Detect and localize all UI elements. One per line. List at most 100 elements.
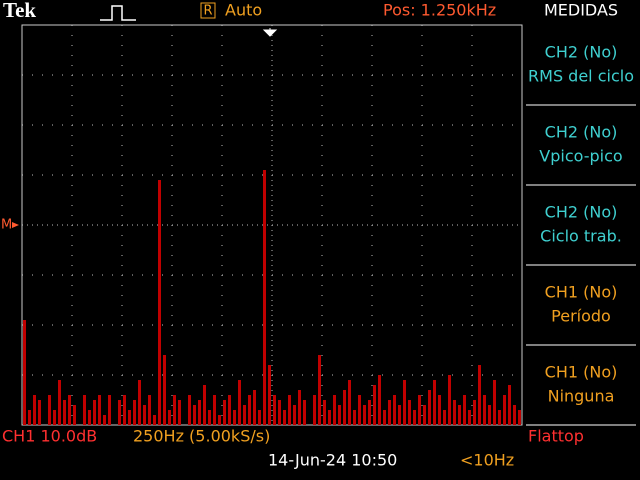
trace-bar bbox=[513, 405, 516, 425]
trigger-freq: <10Hz bbox=[460, 451, 514, 470]
measurement-label: RMS del ciclo bbox=[528, 67, 634, 86]
measurement-source: CH1 (No) bbox=[545, 283, 618, 302]
graticule bbox=[21, 24, 523, 426]
trace-bar bbox=[478, 365, 481, 425]
datetime: 14-Jun-24 10:50 bbox=[268, 451, 397, 470]
trace-bar bbox=[33, 395, 36, 425]
trace-bar bbox=[483, 395, 486, 425]
trace-bar bbox=[418, 395, 421, 425]
trace-bar bbox=[453, 400, 456, 425]
trace-bar bbox=[518, 410, 521, 425]
trace-bar bbox=[153, 415, 156, 425]
trace-bar bbox=[163, 355, 166, 425]
trace-bar bbox=[423, 405, 426, 425]
trace-bar bbox=[383, 410, 386, 425]
trace-bar bbox=[428, 390, 431, 425]
trace-bar bbox=[283, 410, 286, 425]
trace-bar bbox=[503, 395, 506, 425]
trace-bar bbox=[508, 385, 511, 425]
trace bbox=[23, 170, 521, 425]
trace-bar bbox=[348, 380, 351, 425]
trace-bar bbox=[488, 405, 491, 425]
trace-bar bbox=[473, 400, 476, 425]
trace-bar bbox=[168, 410, 171, 425]
marker: M bbox=[1, 218, 12, 233]
trace-bar bbox=[198, 400, 201, 425]
trace-bar bbox=[133, 400, 136, 425]
trace-bar bbox=[243, 405, 246, 425]
trace-bar bbox=[258, 410, 261, 425]
brand: Tek bbox=[3, 0, 36, 22]
trace-bar bbox=[278, 400, 281, 425]
trace-bar bbox=[218, 415, 221, 425]
mode-icon: R bbox=[203, 4, 212, 19]
trace-bar bbox=[328, 410, 331, 425]
trace-bar bbox=[88, 410, 91, 425]
trace-bar bbox=[368, 400, 371, 425]
measurement-label: Ninguna bbox=[548, 387, 615, 406]
position: Pos: 1.250kHz bbox=[383, 1, 496, 20]
trace-bar bbox=[373, 385, 376, 425]
trace-bar bbox=[413, 410, 416, 425]
marker-arrow bbox=[12, 222, 19, 228]
trace-bar bbox=[193, 405, 196, 425]
trace-bar bbox=[273, 395, 276, 425]
trace-bar bbox=[433, 380, 436, 425]
trace-bar bbox=[98, 395, 101, 425]
trace-bar bbox=[253, 390, 256, 425]
measurement-source: CH2 (No) bbox=[545, 203, 618, 222]
trace-bar bbox=[498, 410, 501, 425]
channel: CH1 10.0dB bbox=[2, 427, 97, 446]
trace-bar bbox=[248, 395, 251, 425]
trace-bar bbox=[28, 410, 31, 425]
trace-bar bbox=[213, 395, 216, 425]
measurement-source: CH1 (No) bbox=[545, 363, 618, 382]
graticule-border bbox=[21, 24, 523, 426]
trace-bar bbox=[298, 390, 301, 425]
trace-bar bbox=[363, 405, 366, 425]
trace-bar bbox=[93, 400, 96, 425]
trace-bar bbox=[268, 365, 271, 425]
trace-bar bbox=[388, 400, 391, 425]
trace-bar bbox=[73, 405, 76, 425]
menu-title: MEDIDAS bbox=[544, 1, 618, 20]
window: Flattop bbox=[528, 427, 584, 446]
span: 250Hz (5.00kS/s) bbox=[133, 427, 270, 446]
trace-bar bbox=[313, 395, 316, 425]
trace-bar bbox=[468, 410, 471, 425]
trace-bar bbox=[393, 395, 396, 425]
trace-bar bbox=[223, 400, 226, 425]
acq-icon bbox=[100, 5, 136, 21]
measurement-source: CH2 (No) bbox=[545, 43, 618, 62]
trace-bar bbox=[38, 400, 41, 425]
trace-bar bbox=[203, 385, 206, 425]
trace-bar bbox=[493, 380, 496, 425]
trace-bar bbox=[83, 395, 86, 425]
trace-bar bbox=[128, 410, 131, 425]
measurements: CH2 (No) RMS del ciclo CH2 (No) Vpico-pico C… bbox=[526, 43, 636, 426]
trace-bar bbox=[238, 380, 241, 425]
trace-bar bbox=[333, 395, 336, 425]
measurement-label: Ciclo trab. bbox=[540, 227, 622, 246]
trace-bar bbox=[443, 410, 446, 425]
trace-bar bbox=[53, 410, 56, 425]
trace-bar bbox=[143, 405, 146, 425]
trace-bar bbox=[178, 400, 181, 425]
trace-bar bbox=[378, 375, 381, 425]
trace-bar bbox=[458, 405, 461, 425]
trace-bar bbox=[263, 170, 266, 425]
trace-bar bbox=[23, 320, 26, 425]
trace-bar bbox=[293, 405, 296, 425]
measurement-label: Período bbox=[551, 307, 611, 326]
trace-bar bbox=[118, 400, 121, 425]
measurement-label: Vpico-pico bbox=[539, 147, 622, 166]
trace-bar bbox=[123, 395, 126, 425]
trace-bar bbox=[303, 400, 306, 425]
mode-box bbox=[200, 2, 216, 19]
measurement-source: CH2 (No) bbox=[545, 123, 618, 142]
trace-bar bbox=[358, 395, 361, 425]
trace-bar bbox=[353, 410, 356, 425]
trace-bar bbox=[323, 400, 326, 425]
trace-bar bbox=[288, 395, 291, 425]
trace-bar bbox=[148, 395, 151, 425]
